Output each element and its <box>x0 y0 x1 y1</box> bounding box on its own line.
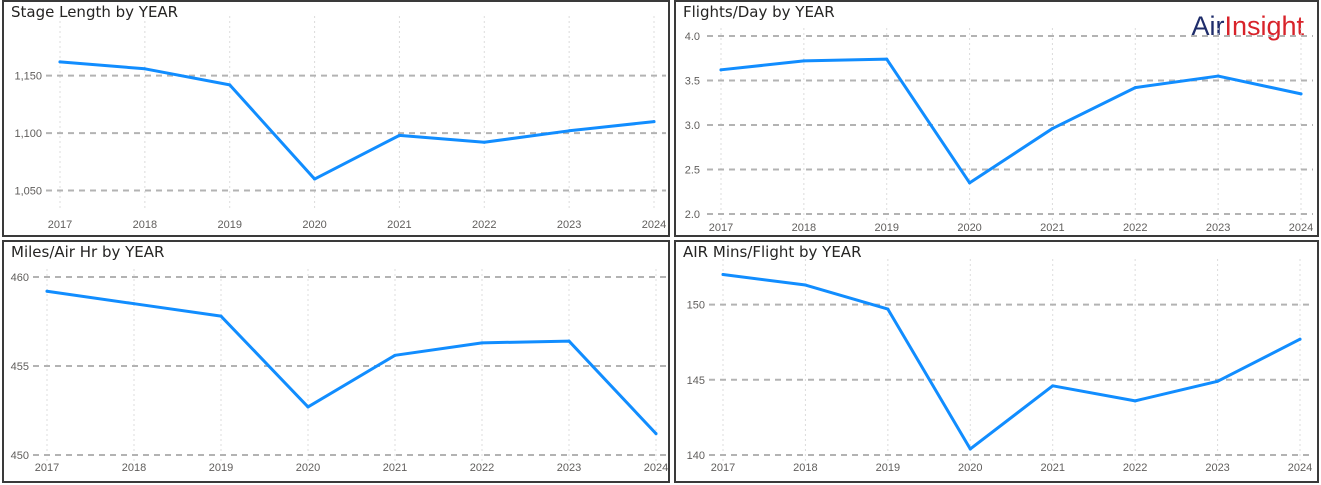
x-tick-label: 2018 <box>793 462 817 474</box>
data-point <box>802 59 806 63</box>
data-point <box>482 140 486 144</box>
y-tick-label: 150 <box>687 300 705 312</box>
data-point <box>228 83 232 87</box>
data-point <box>886 307 890 311</box>
x-tick-label: 2017 <box>709 222 733 234</box>
series-line <box>45 289 658 436</box>
x-tick-label: 2024 <box>642 219 666 231</box>
chart-title: AIR Mins/Flight by YEAR <box>683 243 862 261</box>
x-tick-label: 2018 <box>792 222 816 234</box>
x-tick-label: 2020 <box>302 219 326 231</box>
y-tick-label: 2.0 <box>685 209 700 221</box>
x-tick-label: 2020 <box>957 222 981 234</box>
chart-panel-flights-day: Flights/Day by YEAR AirInsight 2.0 2.5 3.0… <box>674 0 1319 237</box>
y-tick-label: 145 <box>687 375 705 387</box>
y-tick-label: 4.0 <box>685 31 700 43</box>
x-tick-label: 2017 <box>48 219 72 231</box>
data-point <box>1133 86 1137 90</box>
data-point <box>306 405 310 409</box>
chart-panel-miles-air-hr: Miles/Air Hr by YEAR 450 455 460 2017 2018 20… <box>2 240 670 483</box>
data-point <box>132 302 136 306</box>
x-tick-label: 2023 <box>1205 462 1229 474</box>
y-tick-label: 3.5 <box>685 76 700 88</box>
chart-panel-stage-length: Stage Length by YEAR 1,050 1,100 1,150 2017… <box>2 0 670 237</box>
x-tick-label: 2020 <box>296 462 320 474</box>
data-point <box>885 57 889 61</box>
x-tick-label: 2021 <box>387 219 411 231</box>
x-tick-label: 2022 <box>1123 222 1147 234</box>
data-point <box>1299 92 1303 96</box>
x-tick-label: 2024 <box>1289 222 1313 234</box>
x-tick-label: 2024 <box>644 462 668 474</box>
data-point <box>652 120 656 124</box>
x-tick-label: 2019 <box>217 219 241 231</box>
x-tick-label: 2017 <box>711 462 735 474</box>
x-tick-label: 2019 <box>874 222 898 234</box>
x-tick-label: 2020 <box>958 462 982 474</box>
data-point <box>45 289 49 293</box>
x-tick-label: 2022 <box>1123 462 1147 474</box>
data-point <box>1298 337 1302 341</box>
data-point <box>1051 384 1055 388</box>
x-tick-label: 2021 <box>1040 222 1064 234</box>
x-tick-label: 2022 <box>470 462 494 474</box>
x-tick-label: 2023 <box>1206 222 1230 234</box>
data-point <box>719 68 723 72</box>
data-point <box>143 67 147 71</box>
x-tick-label: 2017 <box>35 462 59 474</box>
data-point <box>480 341 484 345</box>
y-tick-label: 455 <box>11 361 29 373</box>
data-point <box>313 177 317 181</box>
data-point <box>1050 127 1054 131</box>
x-tick-label: 2023 <box>557 219 581 231</box>
chart-plot: 450 455 460 2017 2018 2019 2020 2021 2022 2023 202… <box>11 269 668 474</box>
x-tick-label: 2021 <box>1040 462 1064 474</box>
y-tick-label: 1,050 <box>14 186 42 198</box>
chart-plot: 140 145 150 2017 2018 2019 2020 2021 2022 2023 202… <box>687 259 1312 474</box>
data-point <box>968 447 972 451</box>
data-point <box>397 133 401 137</box>
data-point <box>803 283 807 287</box>
data-point <box>968 181 972 185</box>
data-point <box>567 339 571 343</box>
y-tick-label: 1,150 <box>14 71 42 83</box>
y-tick-label: 140 <box>687 450 705 462</box>
x-tick-label: 2023 <box>557 462 581 474</box>
data-point <box>1216 74 1220 78</box>
data-point <box>567 129 571 133</box>
chart-panel-air-mins-flight: AIR Mins/Flight by YEAR 140 145 150 2017 201… <box>674 240 1319 483</box>
x-tick-label: 2024 <box>1288 462 1312 474</box>
data-point <box>393 353 397 357</box>
data-point <box>1133 399 1137 403</box>
y-tick-label: 1,100 <box>14 128 42 140</box>
x-tick-label: 2019 <box>209 462 233 474</box>
y-tick-label: 450 <box>11 450 29 462</box>
y-tick-label: 460 <box>11 272 29 284</box>
data-point <box>219 314 223 318</box>
x-tick-label: 2021 <box>383 462 407 474</box>
series-line <box>58 60 656 181</box>
x-tick-label: 2022 <box>472 219 496 231</box>
chart-plot: 1,050 1,100 1,150 2017 2018 2019 2020 2021 2022 2… <box>14 16 666 231</box>
data-point <box>58 60 62 64</box>
y-tick-label: 2.5 <box>685 165 700 177</box>
x-tick-label: 2019 <box>876 462 900 474</box>
chart-title: Miles/Air Hr by YEAR <box>11 243 165 261</box>
chart-plot: 2.0 2.5 3.0 3.5 4.0 2017 2018 2019 2020 2021 2022 2… <box>685 28 1313 234</box>
series-line <box>719 57 1303 185</box>
x-tick-label: 2018 <box>122 462 146 474</box>
data-point <box>1216 379 1220 383</box>
chart-title: Flights/Day by YEAR <box>683 3 835 21</box>
data-point <box>654 432 658 436</box>
data-point <box>721 273 725 277</box>
y-tick-label: 3.0 <box>685 120 700 132</box>
series-line <box>721 273 1302 451</box>
chart-title: Stage Length by YEAR <box>11 3 179 21</box>
x-tick-label: 2018 <box>133 219 157 231</box>
